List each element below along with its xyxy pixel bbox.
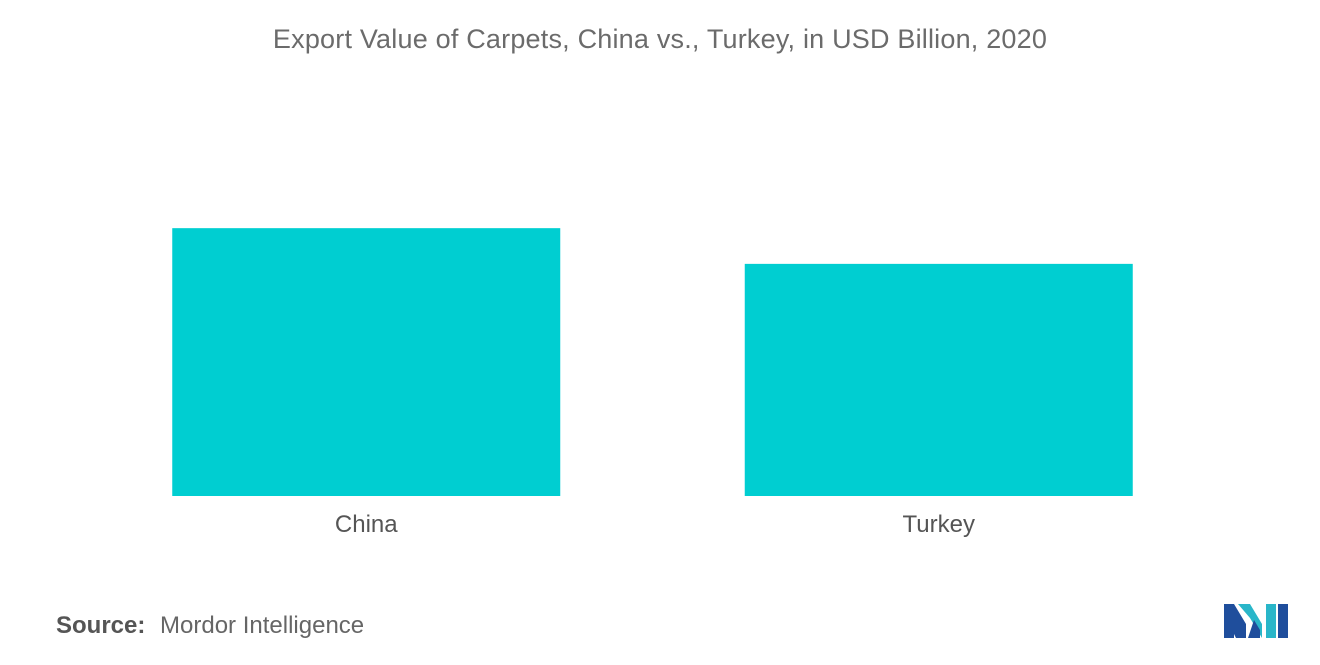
source-label: Source:	[56, 612, 146, 639]
category-label-turkey: Turkey	[903, 511, 975, 538]
bars-layer	[172, 228, 1133, 496]
bar-turkey	[744, 263, 1133, 496]
bar-china	[172, 228, 561, 496]
chart-title: Export Value of Carpets, China vs., Turk…	[272, 24, 1048, 54]
category-labels-layer: China Turkey	[335, 511, 975, 538]
source-note: Source: Mordor Intelligence	[56, 612, 364, 640]
mordor-intelligence-logo-icon	[1224, 604, 1288, 638]
category-label-china: China	[335, 511, 398, 538]
source-text: Mordor Intelligence	[160, 612, 365, 639]
